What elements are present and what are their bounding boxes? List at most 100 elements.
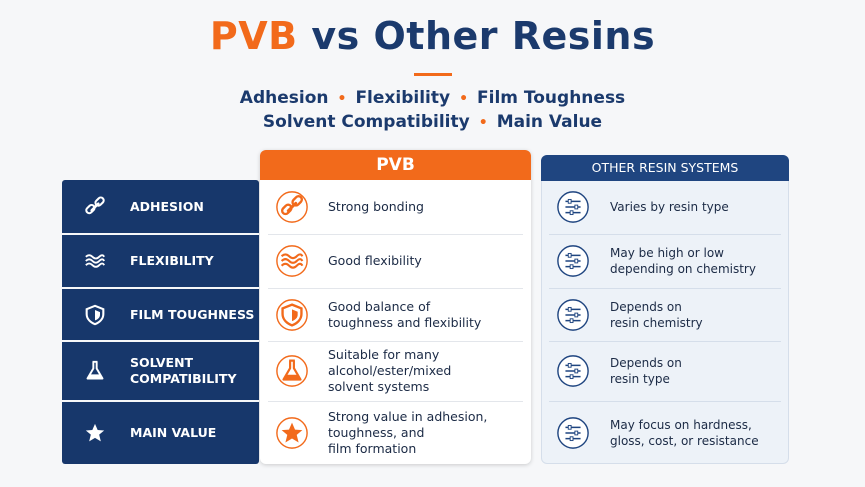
separator-dot: • (478, 115, 488, 131)
pvb-cell: Suitable for many alcohol/ester/mixed solv… (328, 341, 528, 401)
text-line: FLEXIBILITY (130, 253, 214, 268)
text-line: depending on chemistry (610, 262, 756, 276)
title: PVB vs Other Resins (0, 14, 865, 58)
row-divider (62, 287, 259, 289)
row-divider (62, 340, 259, 342)
text-line: Depends on (610, 299, 682, 314)
text-line: resin chemistry (610, 315, 703, 330)
row-label: FILM TOUGHNESS (130, 288, 255, 341)
pvb-cell-text: Suitable for many alcohol/ester/mixed solv… (328, 347, 451, 395)
other-cell-text: May be high or low depending on chemistry (610, 245, 756, 277)
row-divider (268, 341, 523, 342)
other-cell: May be high or low depending on chemistry (610, 234, 785, 288)
text-line: alcohol/ester/mixed (328, 363, 452, 378)
other-icon (557, 298, 589, 331)
other-cell-text: Varies by resin type (610, 199, 729, 215)
text-line: Strong bonding (328, 199, 424, 214)
pvb-icon (276, 416, 308, 449)
other-header: OTHER RESIN SYSTEMS (541, 155, 789, 181)
text-line: Depends on (610, 356, 682, 370)
title-rest: vs Other Resins (311, 14, 656, 58)
separator-dot: • (337, 91, 347, 107)
subtitle-item: Film Toughness (477, 88, 626, 108)
pvb-cell-text: Strong bonding (328, 199, 424, 215)
text-line: SOLVENT (130, 355, 194, 370)
title-rule (414, 73, 452, 76)
text-line: Strong value in adhesion, (328, 408, 488, 424)
text-line: gloss, cost, or resistance (610, 433, 759, 448)
subtitle-item: Adhesion (239, 88, 329, 108)
other-cell-text: May focus on hardness, gloss, cost, or re… (610, 417, 759, 449)
text-line: toughness and flexibility (328, 314, 482, 330)
row-divider (268, 234, 523, 235)
row-icon (86, 360, 104, 380)
pvb-cell-text: Good flexibility (328, 253, 422, 269)
row-label-text: FILM TOUGHNESS (130, 307, 254, 323)
pvb-cell-text: Strong value in adhesion, toughness, and f… (328, 409, 487, 457)
pvb-icon (276, 191, 308, 223)
other-icon (557, 416, 589, 449)
text-line: solvent systems (328, 379, 430, 394)
pvb-cell: Good flexibility (328, 234, 528, 288)
other-icon (557, 191, 589, 223)
row-label-text: ADHESION (130, 199, 204, 215)
label-column (62, 180, 259, 464)
other-cell-text: Depends on resin type (610, 355, 682, 387)
pvb-header: PVB (260, 150, 531, 180)
text-line: MAIN VALUE (130, 424, 217, 440)
other-cell: Depends on resin type (610, 341, 785, 401)
pvb-icon (276, 298, 308, 331)
row-icon (85, 423, 105, 441)
row-divider (268, 401, 523, 402)
row-label: ADHESION (130, 180, 255, 234)
title-highlight: PVB (209, 14, 298, 58)
other-icon (557, 245, 589, 277)
row-label-text: FLEXIBILITY (130, 253, 214, 269)
other-cell-text: Depends on resin chemistry (610, 299, 703, 331)
text-line: Good flexibility (328, 253, 422, 268)
text-line: toughness, and (328, 424, 425, 440)
row-divider (62, 233, 259, 235)
text-line: Suitable for many (328, 347, 440, 362)
row-divider (549, 401, 781, 402)
text-line: resin type (610, 372, 670, 386)
row-label: MAIN VALUE (130, 401, 255, 464)
row-divider (549, 288, 781, 289)
row-icon (85, 304, 105, 325)
text-line: Good balance of (328, 298, 431, 314)
other-cell: Varies by resin type (610, 180, 785, 234)
text-line: film formation (328, 440, 417, 456)
text-line: May be high or low (610, 246, 724, 260)
row-divider (62, 400, 259, 402)
row-divider (549, 234, 781, 235)
subtitle-line: Solvent Compatibility • Main Value (0, 112, 865, 132)
row-label-text: SOLVENT COMPATIBILITY (130, 355, 237, 387)
row-icon (85, 196, 105, 215)
subtitle-line: Adhesion • Flexibility • Film Toughness (0, 88, 865, 108)
text-line: ADHESION (130, 199, 204, 214)
separator-dot: • (459, 91, 469, 107)
subtitle-item: Flexibility (355, 88, 451, 108)
pvb-icon (276, 245, 308, 277)
text-line: FILM TOUGHNESS (130, 306, 255, 322)
text-line: Varies by resin type (610, 200, 729, 214)
row-icon (85, 254, 105, 268)
other-cell: May focus on hardness, gloss, cost, or re… (610, 401, 785, 464)
pvb-cell: Strong value in adhesion, toughness, and f… (328, 401, 528, 464)
row-label: FLEXIBILITY (130, 234, 255, 288)
pvb-cell: Strong bonding (328, 180, 528, 234)
row-label-text: MAIN VALUE (130, 425, 216, 441)
pvb-icon (276, 355, 308, 387)
subtitle-item: Main Value (496, 112, 603, 132)
text-line: May focus on hardness, (610, 417, 752, 432)
row-divider (549, 341, 781, 342)
row-divider (268, 288, 523, 289)
other-icon (557, 355, 589, 387)
pvb-cell: Good balance of toughness and flexibility (328, 288, 528, 341)
text-line: COMPATIBILITY (130, 371, 237, 386)
pvb-cell-text: Good balance of toughness and flexibility (328, 299, 481, 331)
row-label: SOLVENT COMPATIBILITY (130, 341, 255, 401)
subtitle-item: Solvent Compatibility (262, 112, 470, 132)
other-cell: Depends on resin chemistry (610, 288, 785, 341)
